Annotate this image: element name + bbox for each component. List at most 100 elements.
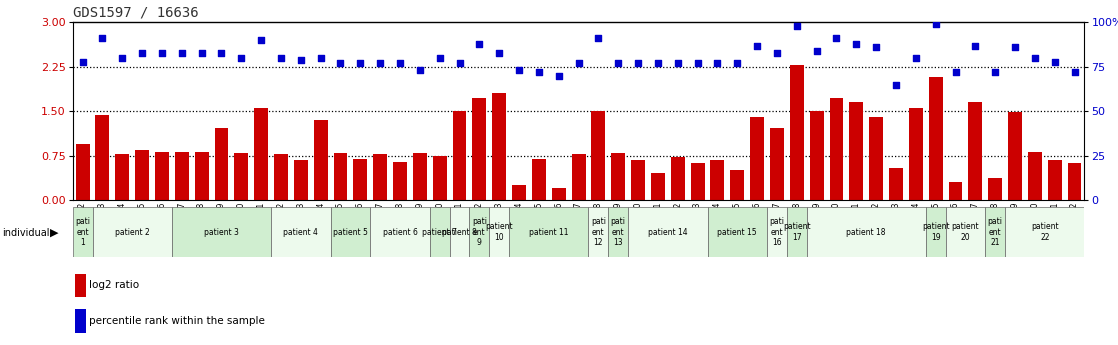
Point	[1006, 45, 1024, 50]
Text: patient 5: patient 5	[333, 227, 368, 237]
Point	[530, 69, 548, 75]
Text: patient
19: patient 19	[922, 222, 949, 242]
Bar	[1048, 160, 1062, 200]
Bar	[254, 108, 268, 200]
Text: patient 18: patient 18	[846, 227, 885, 237]
Text: pati
ent
1: pati ent 1	[75, 217, 91, 247]
Bar	[373, 154, 387, 200]
FancyBboxPatch shape	[767, 207, 787, 257]
Bar	[215, 128, 228, 200]
Text: pati
ent
16: pati ent 16	[769, 217, 785, 247]
Point	[689, 60, 707, 66]
Point	[907, 55, 925, 61]
Bar	[612, 153, 625, 200]
Bar	[1068, 164, 1081, 200]
Point	[451, 60, 468, 66]
Bar	[314, 120, 328, 200]
FancyBboxPatch shape	[1005, 207, 1084, 257]
Point	[94, 36, 112, 41]
FancyBboxPatch shape	[608, 207, 628, 257]
Point	[411, 68, 429, 73]
Point	[192, 50, 210, 56]
Bar	[473, 98, 486, 200]
Bar	[730, 170, 745, 200]
Point	[212, 50, 230, 56]
Text: patient
20: patient 20	[951, 222, 979, 242]
Bar	[76, 274, 85, 297]
Bar	[691, 164, 704, 200]
Bar	[76, 144, 89, 200]
Point	[153, 50, 171, 56]
Bar	[948, 182, 963, 200]
Text: log2 ratio: log2 ratio	[89, 280, 140, 290]
Bar	[889, 168, 903, 200]
Point	[292, 57, 310, 62]
Text: patient 6: patient 6	[382, 227, 417, 237]
Text: patient 14: patient 14	[648, 227, 688, 237]
FancyBboxPatch shape	[628, 207, 708, 257]
Point	[986, 69, 1004, 75]
Text: patient 8: patient 8	[442, 227, 477, 237]
Point	[589, 36, 607, 41]
Point	[827, 36, 845, 41]
Point	[491, 50, 509, 56]
Point	[669, 60, 686, 66]
Bar	[512, 185, 525, 200]
Text: patient
17: patient 17	[783, 222, 811, 242]
Bar	[789, 65, 804, 200]
Bar	[532, 159, 546, 200]
Bar	[651, 174, 665, 200]
Bar	[552, 188, 566, 200]
Bar	[671, 157, 684, 200]
Bar	[333, 153, 348, 200]
FancyBboxPatch shape	[449, 207, 470, 257]
Bar	[174, 151, 189, 200]
Bar	[235, 153, 248, 200]
Point	[510, 68, 528, 73]
Bar	[195, 151, 209, 200]
Bar	[353, 159, 368, 200]
Point	[807, 48, 825, 53]
Point	[947, 69, 965, 75]
Text: pati
ent
13: pati ent 13	[610, 217, 626, 247]
Bar	[115, 155, 130, 200]
Point	[788, 23, 806, 29]
Point	[629, 60, 647, 66]
FancyBboxPatch shape	[985, 207, 1005, 257]
Text: patient 2: patient 2	[115, 227, 150, 237]
Text: patient 7: patient 7	[423, 227, 457, 237]
FancyBboxPatch shape	[946, 207, 985, 257]
FancyBboxPatch shape	[93, 207, 172, 257]
Text: patient
22: patient 22	[1031, 222, 1059, 242]
Point	[966, 43, 984, 48]
FancyBboxPatch shape	[172, 207, 271, 257]
Point	[1045, 59, 1063, 64]
Bar	[135, 150, 149, 200]
Bar	[274, 154, 288, 200]
Point	[430, 55, 448, 61]
Bar	[750, 117, 764, 200]
Bar	[770, 128, 784, 200]
Point	[868, 45, 885, 50]
Point	[173, 50, 191, 56]
Text: patient 4: patient 4	[283, 227, 319, 237]
Point	[1065, 69, 1083, 75]
Point	[351, 60, 369, 66]
Bar	[394, 161, 407, 200]
Point	[74, 59, 92, 64]
FancyBboxPatch shape	[509, 207, 588, 257]
Point	[312, 55, 330, 61]
Bar	[869, 117, 883, 200]
FancyBboxPatch shape	[470, 207, 490, 257]
FancyBboxPatch shape	[271, 207, 331, 257]
Bar	[632, 160, 645, 200]
Text: patient 3: patient 3	[203, 227, 239, 237]
Point	[748, 43, 766, 48]
Point	[887, 82, 904, 87]
Text: patient 15: patient 15	[718, 227, 757, 237]
Point	[847, 41, 865, 47]
Text: individual: individual	[2, 228, 49, 238]
FancyBboxPatch shape	[490, 207, 509, 257]
Point	[133, 50, 151, 56]
Text: patient
10: patient 10	[485, 222, 513, 242]
